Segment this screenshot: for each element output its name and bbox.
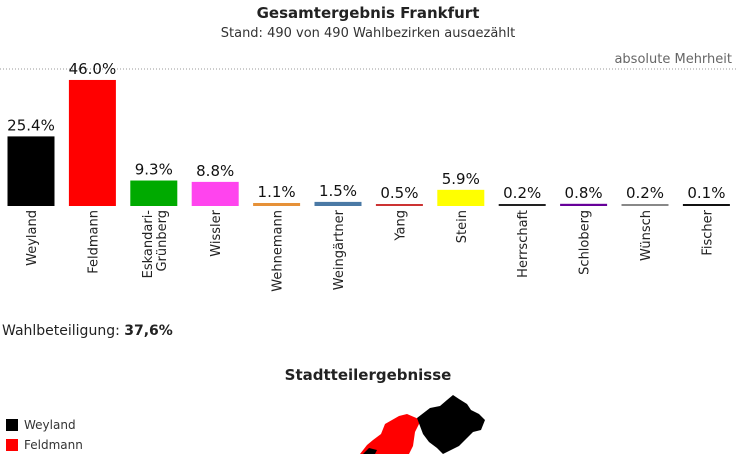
turnout-label: Wahlbeteiligung: <box>2 323 120 339</box>
bar-weingärtner[interactable] <box>314 201 362 206</box>
bar-feldmann[interactable] <box>68 79 116 206</box>
category-label-line: Grünberg <box>155 210 170 272</box>
district-map[interactable] <box>355 390 495 454</box>
bar-fischer[interactable] <box>682 204 730 206</box>
legend-label: Weyland <box>24 418 76 432</box>
category-label-line: Schloberg <box>578 210 593 275</box>
chart-subtitle: Stand: 490 von 490 Wahlbezirken ausgezäh… <box>220 26 516 37</box>
category-label: Wünsch <box>639 210 654 261</box>
data-label: 5.9% <box>442 170 480 188</box>
legend-swatch <box>6 419 18 431</box>
data-label: 0.1% <box>687 184 725 202</box>
data-label: 0.5% <box>380 184 418 202</box>
category-label: Weyland <box>25 210 40 266</box>
district-legend: Weyland Feldmann <box>6 415 83 455</box>
district-feldmann[interactable] <box>360 414 421 454</box>
chart-title: Gesamtergebnis Frankfurt <box>256 4 480 22</box>
bar-wünsch[interactable] <box>621 204 669 206</box>
category-label-line: Herrschaft <box>516 210 531 278</box>
category-label: Wissler <box>209 209 224 256</box>
majority-reference-label: absolute Mehrheit <box>614 52 732 67</box>
bar-eskandari-grünberg[interactable] <box>130 180 178 206</box>
category-label-line: Yang <box>393 210 408 242</box>
category-label: Feldmann <box>86 210 101 274</box>
data-label: 1.5% <box>319 182 357 200</box>
legend-swatch <box>6 439 18 451</box>
legend-label: Feldmann <box>24 438 83 452</box>
category-label: Stein <box>455 210 470 243</box>
category-label: Yang <box>393 210 408 242</box>
category-label-line: Fischer <box>700 209 715 255</box>
data-label: 0.8% <box>565 184 603 202</box>
data-label: 0.2% <box>503 184 541 202</box>
subtitle-clip: Stand: 490 von 490 Wahlbezirken ausgezäh… <box>0 26 736 37</box>
district-results-title: Stadtteilergebnisse <box>284 366 452 384</box>
category-label-line: Weingärtner <box>332 209 347 290</box>
category-label: Fischer <box>700 209 715 255</box>
category-label-line: Wehnemann <box>271 210 286 292</box>
category-label: Eskandari- Grünberg <box>141 210 170 279</box>
bar-yang[interactable] <box>375 204 423 206</box>
category-label: Wehnemann <box>271 210 286 292</box>
category-label-line: Feldmann <box>86 210 101 274</box>
category-label-line: Wünsch <box>639 210 654 261</box>
bar-wissler[interactable] <box>191 181 239 206</box>
category-label-line: Eskandari- <box>141 210 156 279</box>
turnout-text: Wahlbeteiligung: 37,6% <box>2 323 173 339</box>
district-small-1[interactable] <box>363 448 377 454</box>
legend-item-feldmann[interactable]: Feldmann <box>6 435 83 455</box>
data-label: 9.3% <box>135 161 173 179</box>
category-label-line: Stein <box>455 210 470 243</box>
bar-herrschaft[interactable] <box>498 204 546 206</box>
data-label: 8.8% <box>196 162 234 180</box>
bar-chart: absolute Mehrheit 25.4% Weyland 46.0% Feldma… <box>0 52 736 292</box>
bar-weyland[interactable] <box>7 136 55 206</box>
category-label: Schloberg <box>578 210 593 275</box>
turnout-value: 37,6% <box>124 323 173 339</box>
category-label: Weingärtner <box>332 209 347 290</box>
category-label-line: Weyland <box>25 210 40 266</box>
data-label: 46.0% <box>69 60 117 78</box>
data-label: 25.4% <box>7 116 55 134</box>
bar-stein[interactable] <box>437 189 485 206</box>
category-label: Herrschaft <box>516 210 531 278</box>
bar-wehnemann[interactable] <box>253 202 301 206</box>
category-label-line: Wissler <box>209 209 224 256</box>
legend-item-weyland[interactable]: Weyland <box>6 415 83 435</box>
data-label: 0.2% <box>626 184 664 202</box>
district-weyland[interactable] <box>417 395 485 454</box>
bar-schloberg[interactable] <box>560 203 608 206</box>
data-label: 1.1% <box>258 183 296 201</box>
